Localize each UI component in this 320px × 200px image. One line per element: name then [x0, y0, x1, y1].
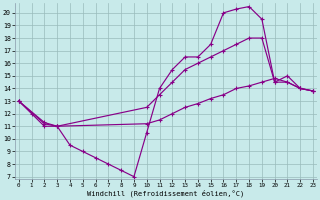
X-axis label: Windchill (Refroidissement éolien,°C): Windchill (Refroidissement éolien,°C) — [87, 190, 244, 197]
